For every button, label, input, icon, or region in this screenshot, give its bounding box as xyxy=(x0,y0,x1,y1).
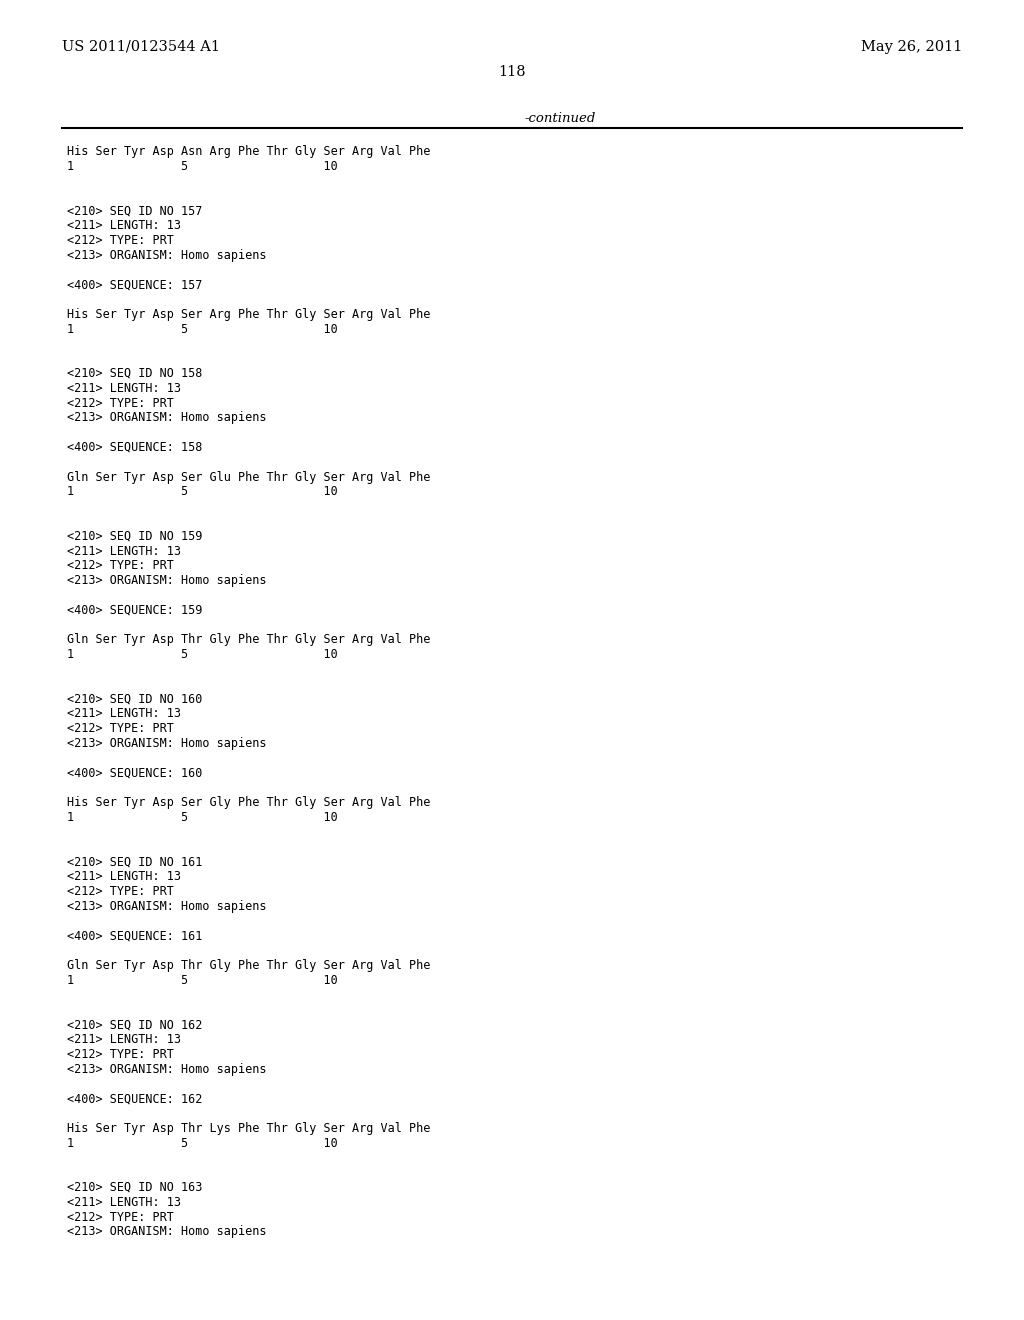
Text: <211> LENGTH: 13: <211> LENGTH: 13 xyxy=(67,381,181,395)
Text: <212> TYPE: PRT: <212> TYPE: PRT xyxy=(67,396,174,409)
Text: Gln Ser Tyr Asp Ser Glu Phe Thr Gly Ser Arg Val Phe: Gln Ser Tyr Asp Ser Glu Phe Thr Gly Ser … xyxy=(67,471,430,483)
Text: Gln Ser Tyr Asp Thr Gly Phe Thr Gly Ser Arg Val Phe: Gln Ser Tyr Asp Thr Gly Phe Thr Gly Ser … xyxy=(67,960,430,972)
Text: Gln Ser Tyr Asp Thr Gly Phe Thr Gly Ser Arg Val Phe: Gln Ser Tyr Asp Thr Gly Phe Thr Gly Ser … xyxy=(67,634,430,647)
Text: <210> SEQ ID NO 163: <210> SEQ ID NO 163 xyxy=(67,1181,203,1195)
Text: 1               5                   10: 1 5 10 xyxy=(67,486,338,499)
Text: US 2011/0123544 A1: US 2011/0123544 A1 xyxy=(62,40,220,54)
Text: His Ser Tyr Asp Ser Arg Phe Thr Gly Ser Arg Val Phe: His Ser Tyr Asp Ser Arg Phe Thr Gly Ser … xyxy=(67,308,430,321)
Text: 1               5                   10: 1 5 10 xyxy=(67,974,338,987)
Text: <213> ORGANISM: Homo sapiens: <213> ORGANISM: Homo sapiens xyxy=(67,1063,266,1076)
Text: <210> SEQ ID NO 160: <210> SEQ ID NO 160 xyxy=(67,693,203,706)
Text: <211> LENGTH: 13: <211> LENGTH: 13 xyxy=(67,1196,181,1209)
Text: <213> ORGANISM: Homo sapiens: <213> ORGANISM: Homo sapiens xyxy=(67,248,266,261)
Text: 1               5                   10: 1 5 10 xyxy=(67,810,338,824)
Text: <213> ORGANISM: Homo sapiens: <213> ORGANISM: Homo sapiens xyxy=(67,1225,266,1238)
Text: <212> TYPE: PRT: <212> TYPE: PRT xyxy=(67,1210,174,1224)
Text: <211> LENGTH: 13: <211> LENGTH: 13 xyxy=(67,545,181,557)
Text: <210> SEQ ID NO 162: <210> SEQ ID NO 162 xyxy=(67,1018,203,1031)
Text: 1               5                   10: 1 5 10 xyxy=(67,322,338,335)
Text: -continued: -continued xyxy=(524,112,596,125)
Text: <211> LENGTH: 13: <211> LENGTH: 13 xyxy=(67,708,181,721)
Text: His Ser Tyr Asp Ser Gly Phe Thr Gly Ser Arg Val Phe: His Ser Tyr Asp Ser Gly Phe Thr Gly Ser … xyxy=(67,796,430,809)
Text: 1               5                   10: 1 5 10 xyxy=(67,648,338,661)
Text: <213> ORGANISM: Homo sapiens: <213> ORGANISM: Homo sapiens xyxy=(67,900,266,913)
Text: <212> TYPE: PRT: <212> TYPE: PRT xyxy=(67,234,174,247)
Text: <400> SEQUENCE: 158: <400> SEQUENCE: 158 xyxy=(67,441,203,454)
Text: <210> SEQ ID NO 161: <210> SEQ ID NO 161 xyxy=(67,855,203,869)
Text: <400> SEQUENCE: 157: <400> SEQUENCE: 157 xyxy=(67,279,203,292)
Text: <210> SEQ ID NO 157: <210> SEQ ID NO 157 xyxy=(67,205,203,218)
Text: 1               5                   10: 1 5 10 xyxy=(67,160,338,173)
Text: His Ser Tyr Asp Thr Lys Phe Thr Gly Ser Arg Val Phe: His Ser Tyr Asp Thr Lys Phe Thr Gly Ser … xyxy=(67,1122,430,1135)
Text: <212> TYPE: PRT: <212> TYPE: PRT xyxy=(67,884,174,898)
Text: 1               5                   10: 1 5 10 xyxy=(67,1137,338,1150)
Text: <400> SEQUENCE: 160: <400> SEQUENCE: 160 xyxy=(67,767,203,780)
Text: <210> SEQ ID NO 158: <210> SEQ ID NO 158 xyxy=(67,367,203,380)
Text: <400> SEQUENCE: 159: <400> SEQUENCE: 159 xyxy=(67,603,203,616)
Text: <400> SEQUENCE: 161: <400> SEQUENCE: 161 xyxy=(67,929,203,942)
Text: <211> LENGTH: 13: <211> LENGTH: 13 xyxy=(67,219,181,232)
Text: <213> ORGANISM: Homo sapiens: <213> ORGANISM: Homo sapiens xyxy=(67,412,266,425)
Text: 118: 118 xyxy=(499,65,525,79)
Text: His Ser Tyr Asp Asn Arg Phe Thr Gly Ser Arg Val Phe: His Ser Tyr Asp Asn Arg Phe Thr Gly Ser … xyxy=(67,145,430,158)
Text: <400> SEQUENCE: 162: <400> SEQUENCE: 162 xyxy=(67,1092,203,1105)
Text: <211> LENGTH: 13: <211> LENGTH: 13 xyxy=(67,870,181,883)
Text: <210> SEQ ID NO 159: <210> SEQ ID NO 159 xyxy=(67,529,203,543)
Text: <213> ORGANISM: Homo sapiens: <213> ORGANISM: Homo sapiens xyxy=(67,737,266,750)
Text: <211> LENGTH: 13: <211> LENGTH: 13 xyxy=(67,1034,181,1045)
Text: <212> TYPE: PRT: <212> TYPE: PRT xyxy=(67,560,174,573)
Text: May 26, 2011: May 26, 2011 xyxy=(860,40,962,54)
Text: <212> TYPE: PRT: <212> TYPE: PRT xyxy=(67,1048,174,1061)
Text: <212> TYPE: PRT: <212> TYPE: PRT xyxy=(67,722,174,735)
Text: <213> ORGANISM: Homo sapiens: <213> ORGANISM: Homo sapiens xyxy=(67,574,266,587)
